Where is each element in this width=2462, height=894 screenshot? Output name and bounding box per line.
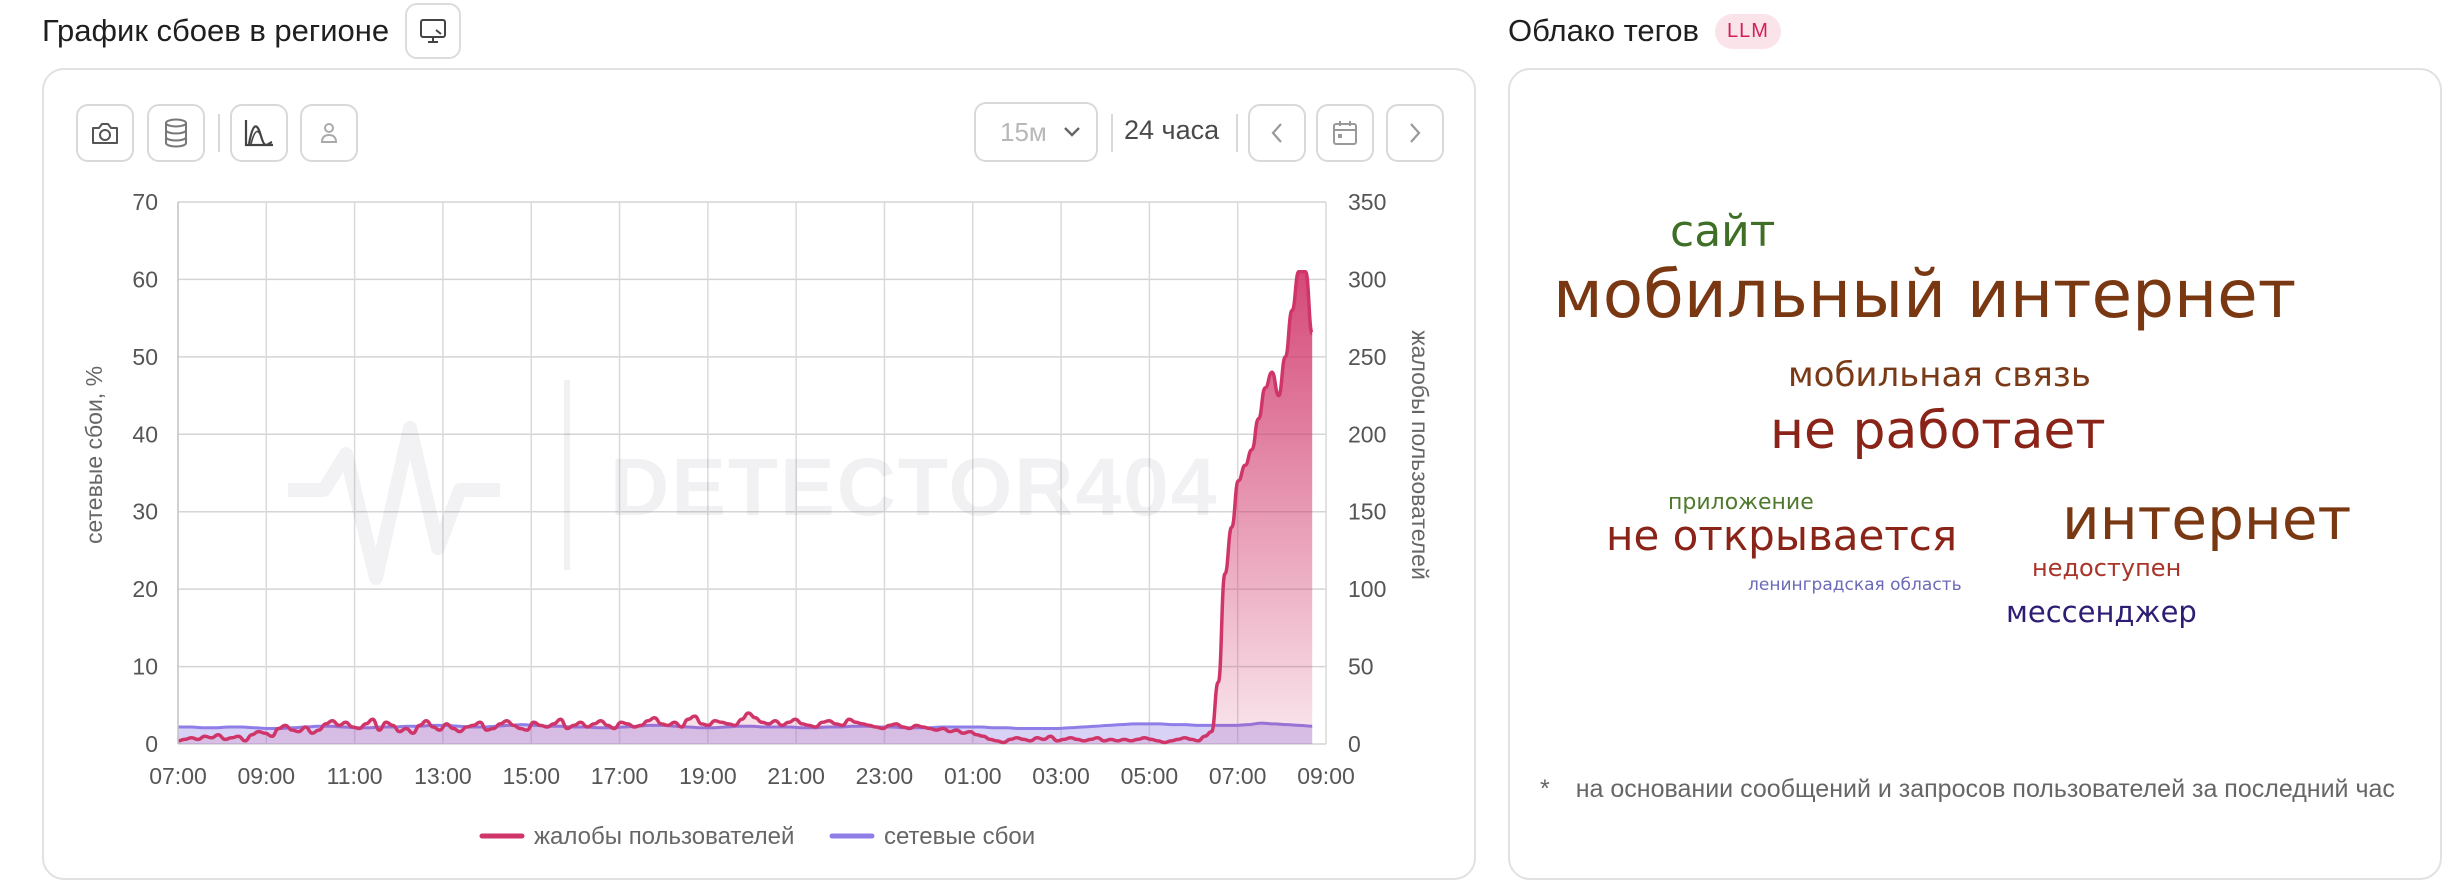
- data-button[interactable]: [147, 104, 205, 162]
- x-tick: 09:00: [1297, 763, 1355, 789]
- x-tick: 07:00: [1209, 763, 1267, 789]
- tag-item[interactable]: мессенджер: [2006, 595, 2197, 629]
- footnote-text: на основании сообщений и запросов пользо…: [1575, 775, 2395, 803]
- tag-cloud-card: [1508, 68, 2442, 880]
- y-tick-left: 20: [132, 576, 158, 602]
- y-tick-left: 50: [132, 344, 158, 370]
- y-tick-right: 50: [1348, 654, 1374, 680]
- y-tick-right: 200: [1348, 421, 1386, 447]
- user-view-button[interactable]: [300, 104, 358, 162]
- y-tick-left: 60: [132, 266, 158, 292]
- y-tick-left: 30: [132, 499, 158, 525]
- y-tick-left: 10: [132, 654, 158, 680]
- database-icon: [165, 118, 187, 148]
- outage-chart: DETECTOR404 0 0 10 50 20 100 30 150 40 200 50 250 60…: [81, 189, 1433, 850]
- tag-item[interactable]: не работает: [1770, 401, 2106, 461]
- y-tick-right: 250: [1348, 344, 1386, 370]
- legend-label[interactable]: сетевые сбои: [884, 823, 1035, 850]
- tv-icon: [420, 19, 447, 43]
- watermark-text: DETECTOR404: [610, 442, 1218, 533]
- y-tick-right: 350: [1348, 189, 1386, 215]
- llm-badge: LLM: [1715, 13, 1781, 49]
- x-tick: 19:00: [679, 763, 737, 789]
- interval-value: 15м: [1000, 116, 1047, 147]
- legend-label[interactable]: жалобы пользователей: [534, 823, 794, 850]
- calendar-icon: [1333, 121, 1357, 145]
- chevron-down-icon: [1063, 127, 1080, 137]
- tag-cloud-title: Облако тегов: [1508, 13, 1699, 48]
- y-tick-right: 150: [1348, 499, 1386, 525]
- footnote-marker: *: [1540, 775, 1550, 803]
- fullscreen-button[interactable]: [405, 3, 462, 59]
- camera-icon: [92, 123, 118, 144]
- chart-areas: [177, 269, 1314, 745]
- tag-cloud-footnote: * на основании сообщений и запросов поль…: [1540, 770, 2400, 809]
- screenshot-button[interactable]: [76, 104, 134, 162]
- tag-item[interactable]: недоступен: [2032, 554, 2182, 582]
- tag-item[interactable]: интернет: [2062, 485, 2352, 553]
- y-tick-right: 0: [1348, 731, 1361, 757]
- x-tick: 09:00: [238, 763, 296, 789]
- toolbar-separator: [1111, 114, 1113, 152]
- series-line-complaints: [177, 269, 1314, 745]
- y-tick-right: 300: [1348, 266, 1386, 292]
- tag-item[interactable]: мобильный интернет: [1553, 256, 2297, 333]
- x-tick: 07:00: [149, 763, 207, 789]
- tag-item[interactable]: сайт: [1670, 206, 1776, 257]
- chart-axes: 0 0 10 50 20 100 30 150 40 200 50 250 60 300 70 350 07:0…: [132, 189, 1386, 789]
- y-tick-left: 70: [132, 189, 158, 215]
- toolbar-separator: [218, 114, 220, 152]
- toolbar-separator: [1236, 114, 1238, 152]
- y-tick-left: 0: [145, 731, 158, 757]
- outage-panel-title: График сбоев в регионе: [42, 13, 390, 48]
- x-tick: 05:00: [1121, 763, 1179, 789]
- calendar-button[interactable]: [1316, 104, 1374, 162]
- y-tick-left: 40: [132, 421, 158, 447]
- range-label[interactable]: 24 часа: [1124, 115, 1220, 145]
- tag-item[interactable]: не открывается: [1606, 511, 1958, 560]
- tag-item[interactable]: ленинградская область: [1748, 575, 1962, 595]
- chart-mode-button[interactable]: [230, 104, 288, 162]
- tag-item[interactable]: приложение: [1668, 490, 1814, 515]
- y-tick-right: 100: [1348, 576, 1386, 602]
- next-period-button[interactable]: [1386, 104, 1444, 162]
- x-tick: 15:00: [502, 763, 560, 789]
- prev-period-button[interactable]: [1248, 104, 1306, 162]
- x-tick: 03:00: [1032, 763, 1090, 789]
- x-tick: 17:00: [591, 763, 649, 789]
- person-icon: [320, 123, 338, 143]
- x-tick: 23:00: [856, 763, 914, 789]
- chevron-left-icon: [1271, 123, 1282, 143]
- chart-legend: жалобы пользователей сетевые сбои: [479, 823, 1035, 850]
- chevron-right-icon: [1410, 123, 1421, 143]
- y-axis-right-label: жалобы пользователей: [1407, 330, 1433, 580]
- interval-select[interactable]: 15м: [974, 102, 1098, 162]
- y-axis-left-label: сетевые сбои, %: [81, 366, 107, 544]
- x-tick: 11:00: [327, 763, 383, 789]
- x-tick: 13:00: [414, 763, 472, 789]
- tag-item[interactable]: мобильная связь: [1788, 355, 2091, 395]
- watermark: DETECTOR404: [288, 380, 1218, 585]
- x-tick: 01:00: [944, 763, 1002, 789]
- chart-curve-icon: [244, 120, 273, 147]
- x-tick: 21:00: [767, 763, 825, 789]
